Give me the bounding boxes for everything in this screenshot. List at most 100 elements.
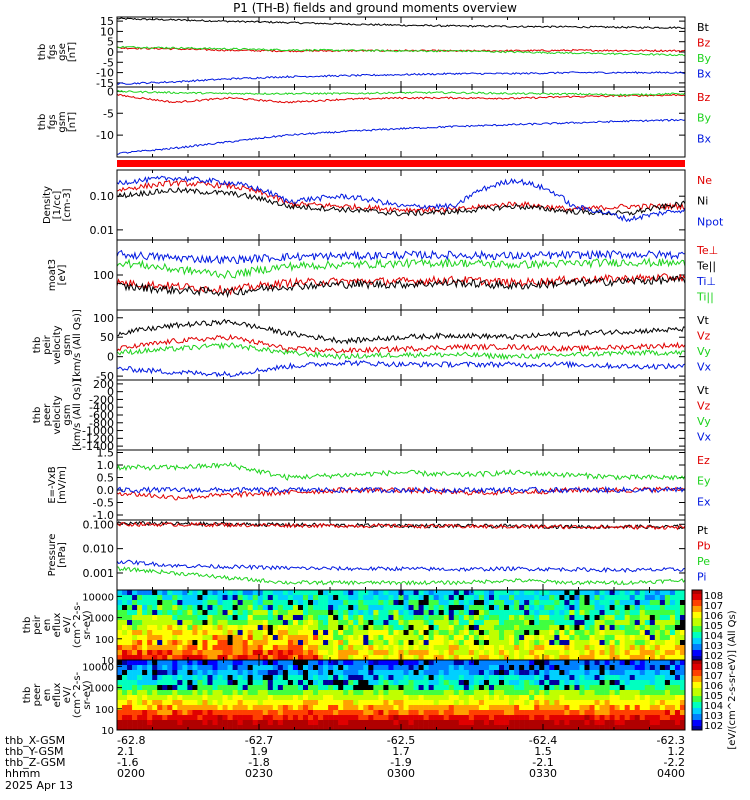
spectrogram-cell <box>624 665 631 671</box>
spectrogram-cell <box>167 700 173 706</box>
spectrogram-cell <box>564 710 570 716</box>
spectrogram-cell <box>167 600 173 606</box>
spectrogram-cell <box>388 645 394 651</box>
spectrogram-cell <box>157 640 163 646</box>
spectrogram-cell <box>614 705 620 711</box>
spectrogram-cell <box>664 650 671 656</box>
spectrogram-cell <box>413 600 419 606</box>
spectrogram-cell <box>584 675 590 681</box>
spectrogram-cell <box>453 625 460 631</box>
spectrogram-cell <box>594 590 600 596</box>
spectrogram-cell <box>212 690 218 696</box>
spectrogram-cell <box>358 650 364 656</box>
spectrogram-cell <box>308 655 314 661</box>
spectrogram-cell <box>438 705 445 711</box>
spectrogram-cell <box>207 695 213 701</box>
spectrogram-cell <box>664 600 671 606</box>
spectrogram-cell <box>413 595 419 601</box>
spectrogram-cell <box>403 600 409 606</box>
spectrogram-cell <box>599 665 605 671</box>
spectrogram-cell <box>468 605 475 611</box>
panel-4-ylabel: moat3 <box>47 259 58 291</box>
spectrogram-cell <box>504 675 510 681</box>
spectrogram-cell <box>483 705 490 711</box>
colorbar-swatch <box>692 720 702 723</box>
spectrogram-cell <box>453 640 460 646</box>
spectrogram-cell <box>463 720 470 726</box>
spectrogram-cell <box>297 700 304 706</box>
spectrogram-cell <box>438 690 445 696</box>
spectrogram-cell <box>478 710 485 716</box>
spectrogram-cell <box>237 670 243 676</box>
spectrogram-cell <box>257 640 264 646</box>
spectrogram-cell <box>544 685 550 691</box>
spectrogram-cell <box>262 680 269 686</box>
spectrogram-cell <box>182 625 188 631</box>
panel-10-tick-label: 100 <box>95 705 114 716</box>
spectrogram-cell <box>509 625 515 631</box>
spectrogram-cell <box>554 715 560 721</box>
spectrogram-cell <box>679 665 686 671</box>
spectrogram-cell <box>368 675 374 681</box>
spectrogram-cell <box>217 675 223 681</box>
spectrogram-cell <box>202 670 208 676</box>
spectrogram-cell <box>544 610 550 616</box>
spectrogram-cell <box>453 595 460 601</box>
spectrogram-cell <box>589 725 595 731</box>
spectrogram-cell <box>182 630 188 636</box>
spectrogram-cell <box>499 640 505 646</box>
spectrogram-cell <box>373 705 379 711</box>
spectrogram-cell <box>187 630 193 636</box>
spectrogram-cell <box>403 635 409 641</box>
colorbar-swatch <box>692 596 702 599</box>
spectrogram-cell <box>554 600 560 606</box>
spectrogram-cell <box>473 605 480 611</box>
spectrogram-cell <box>674 665 681 671</box>
spectrogram-cell <box>413 640 419 646</box>
footer-value: -62.7 <box>245 734 273 747</box>
spectrogram-cell <box>318 665 324 671</box>
spectrogram-cell <box>368 610 374 616</box>
spectrogram-cell <box>629 715 636 721</box>
spectrogram-cell <box>217 610 223 616</box>
spectrogram-cell <box>624 655 631 661</box>
spectrogram-cell <box>519 685 525 691</box>
spectrogram-cell <box>674 700 681 706</box>
spectrogram-cell <box>373 630 379 636</box>
spectrogram-cell <box>468 675 475 681</box>
spectrogram-cell <box>604 590 610 596</box>
spectrogram-cell <box>499 620 505 626</box>
spectrogram-cell <box>232 700 238 706</box>
spectrogram-cell <box>383 710 389 716</box>
spectrogram-cell <box>478 625 485 631</box>
spectrogram-cell <box>132 705 138 711</box>
panel-10-ylabel: peer <box>32 683 43 707</box>
spectrogram-cell <box>488 605 495 611</box>
spectrogram-cell <box>363 700 369 706</box>
spectrogram-cell <box>509 595 515 601</box>
spectrogram-cell <box>634 620 641 626</box>
spectrogram-cell <box>338 705 344 711</box>
spectrogram-cell <box>157 670 163 676</box>
spectrogram-cell <box>232 725 238 731</box>
spectrogram-cell <box>679 640 686 646</box>
spectrogram-cell <box>624 675 631 681</box>
spectrogram-cell <box>393 705 399 711</box>
spectrogram-cell <box>202 650 208 656</box>
spectrogram-cell <box>192 610 198 616</box>
spectrogram-cell <box>674 620 681 626</box>
spectrogram-cell <box>423 605 429 611</box>
spectrogram-cell <box>574 625 580 631</box>
spectrogram-cell <box>443 680 450 686</box>
spectrogram-cell <box>277 650 284 656</box>
spectrogram-cell <box>504 725 510 731</box>
spectrogram-cell <box>493 720 500 726</box>
colorbar-tick-label: 103 <box>704 641 723 652</box>
spectrogram-cell <box>152 650 158 656</box>
spectrogram-cell <box>499 680 505 686</box>
spectrogram-cell <box>172 635 178 641</box>
spectrogram-cell <box>604 645 610 651</box>
spectrogram-cell <box>594 615 600 621</box>
spectrogram-cell <box>619 675 625 681</box>
spectrogram-cell <box>167 715 173 721</box>
